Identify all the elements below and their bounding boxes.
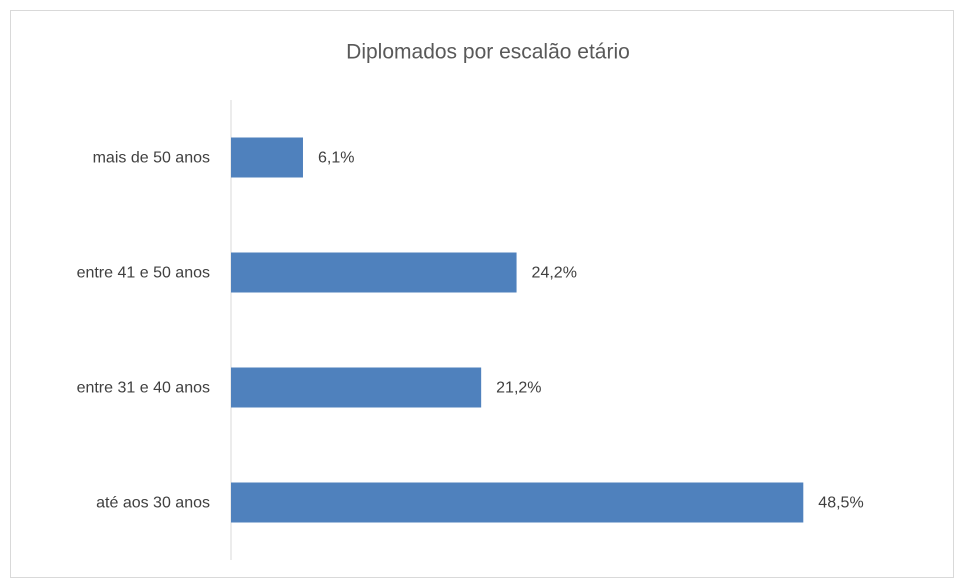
- bar: [231, 137, 303, 178]
- bar: [231, 482, 804, 523]
- y-tick-label: mais de 50 anos: [93, 150, 210, 167]
- chart-title: Diplomados por escalão etário: [346, 41, 630, 64]
- bar: [231, 367, 482, 408]
- y-tick-label: até aos 30 anos: [96, 495, 210, 512]
- y-tick-label: entre 41 e 50 anos: [77, 265, 210, 282]
- bar: [231, 252, 517, 293]
- data-label: 21,2%: [496, 380, 541, 397]
- y-tick-label: entre 31 e 40 anos: [77, 380, 210, 397]
- data-label: 48,5%: [818, 495, 863, 512]
- data-label: 6,1%: [318, 150, 354, 167]
- data-label: 24,2%: [532, 265, 577, 282]
